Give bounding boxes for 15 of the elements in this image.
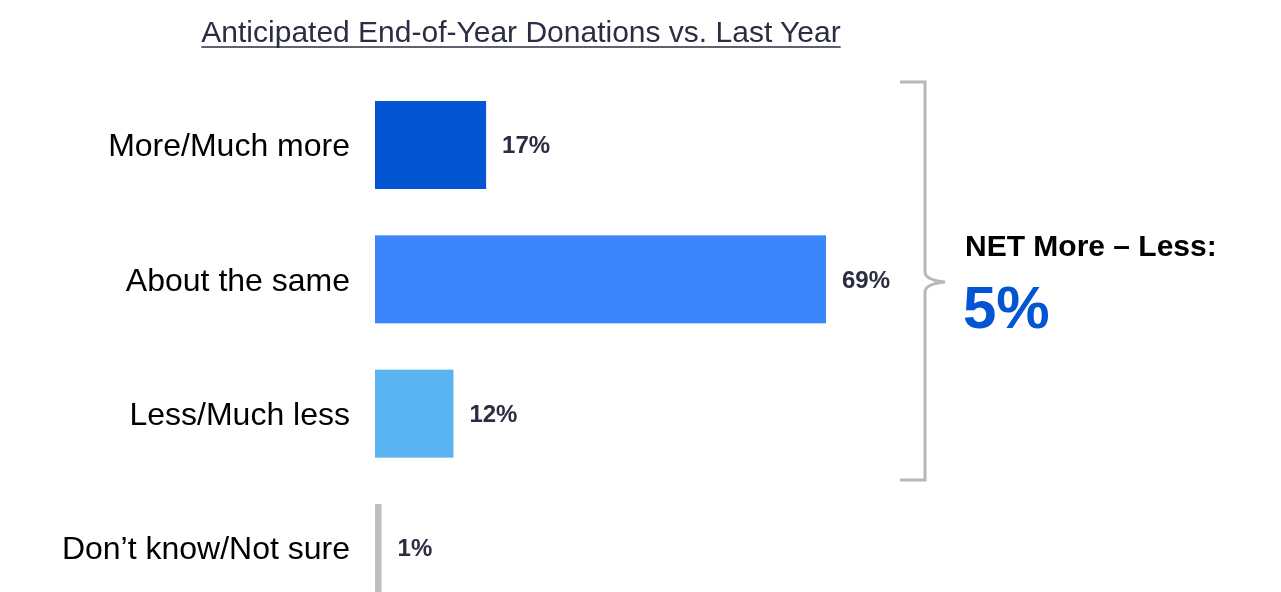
y-tick-label: About the same — [125, 261, 350, 298]
bar — [375, 235, 826, 324]
text: 5% — [963, 274, 1050, 341]
chart-title: Anticipated End-of-Year Donations vs. Last Year — [201, 15, 841, 48]
y-tick-label: Don’t know/Not sure — [61, 530, 350, 567]
y-tick-label: Less/Much less — [129, 395, 350, 432]
data-label: 1% — [397, 534, 433, 562]
data-label: 17% — [502, 131, 551, 159]
bar — [375, 504, 382, 592]
data-label: 12% — [469, 400, 518, 428]
data-label: 69% — [842, 265, 891, 293]
text: NET More – Less: — [965, 229, 1217, 262]
bar — [375, 369, 454, 458]
y-tick-label: More/Much more — [108, 127, 350, 164]
bar — [375, 101, 487, 189]
